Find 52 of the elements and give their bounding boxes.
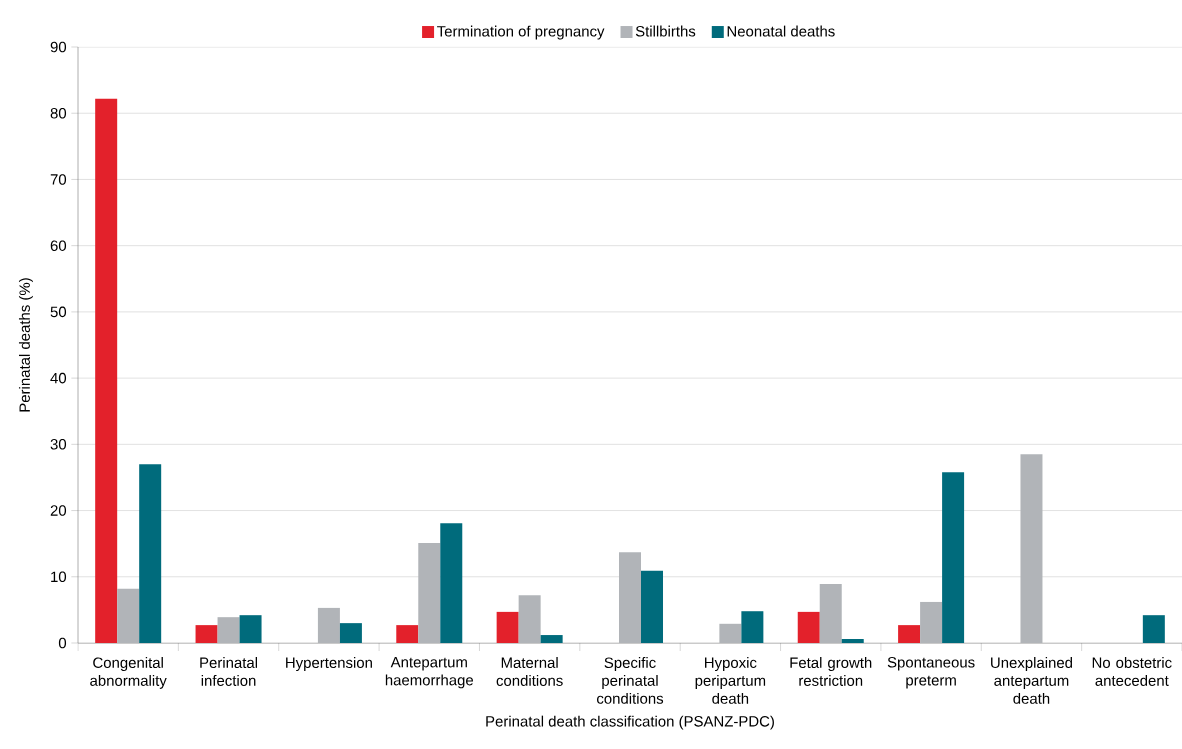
bar [619,552,642,643]
bar [797,611,820,643]
bar [317,607,340,643]
x-tick-label: Hypoxic peripartum death [695,657,766,704]
x-tick-label: Hypertension [286,657,372,671]
bar [1142,615,1165,643]
bar [339,623,362,643]
bar [719,623,742,643]
bar [239,615,262,643]
x-tick-label: Fetal growth restriction [790,657,872,686]
x-tick-label: Specific perinatal conditions [596,657,664,704]
bar [95,98,118,643]
y-tick-label: 10 [51,571,67,583]
legend-label: Neonatal deaths [727,25,835,37]
bar [396,625,419,643]
x-tick-label: Unexplained antepartum death [991,657,1073,704]
y-tick-label: 70 [50,174,67,185]
bar [418,543,441,643]
y-axis-title: Perinatal deaths (%) [18,278,33,412]
bar [1020,454,1043,643]
x-tick-label: Maternal conditions [496,657,563,686]
bar [841,639,864,643]
y-tick-label: 50 [50,306,67,318]
bar [518,595,541,643]
y-tick-label: 20 [50,505,67,516]
bar [819,584,842,643]
bar [496,611,519,643]
y-tick-label: 40 [50,372,67,384]
y-tick-label: 80 [50,107,67,119]
bar [741,611,764,643]
y-tick-label: 0 [58,637,67,649]
y-tick-label: 60 [50,240,67,251]
bar [217,617,240,643]
y-tick-label: 30 [50,439,67,450]
legend-label: Termination of pregnancy [437,25,605,40]
bar [440,523,463,643]
x-axis-title: Perinatal death classification (PSANZ-PDC) [486,715,774,730]
bar [898,625,921,643]
y-tick-label: 90 [50,41,67,53]
bar [195,625,218,643]
bar [540,635,563,643]
x-tick-label: Congenital abnormality [90,657,167,689]
x-tick-label: Antepartum haemorrhage [385,657,474,689]
bar [942,472,965,643]
x-tick-label: Spontaneous preterm [887,657,975,689]
bar [117,588,140,643]
x-tick-label: No obstetric antecedent [1092,657,1172,686]
bar [641,570,664,643]
x-tick-label: Perinatal infection [200,657,258,686]
bar [139,464,162,643]
bar [920,601,943,643]
legend-label: Stillbirths [635,25,696,37]
